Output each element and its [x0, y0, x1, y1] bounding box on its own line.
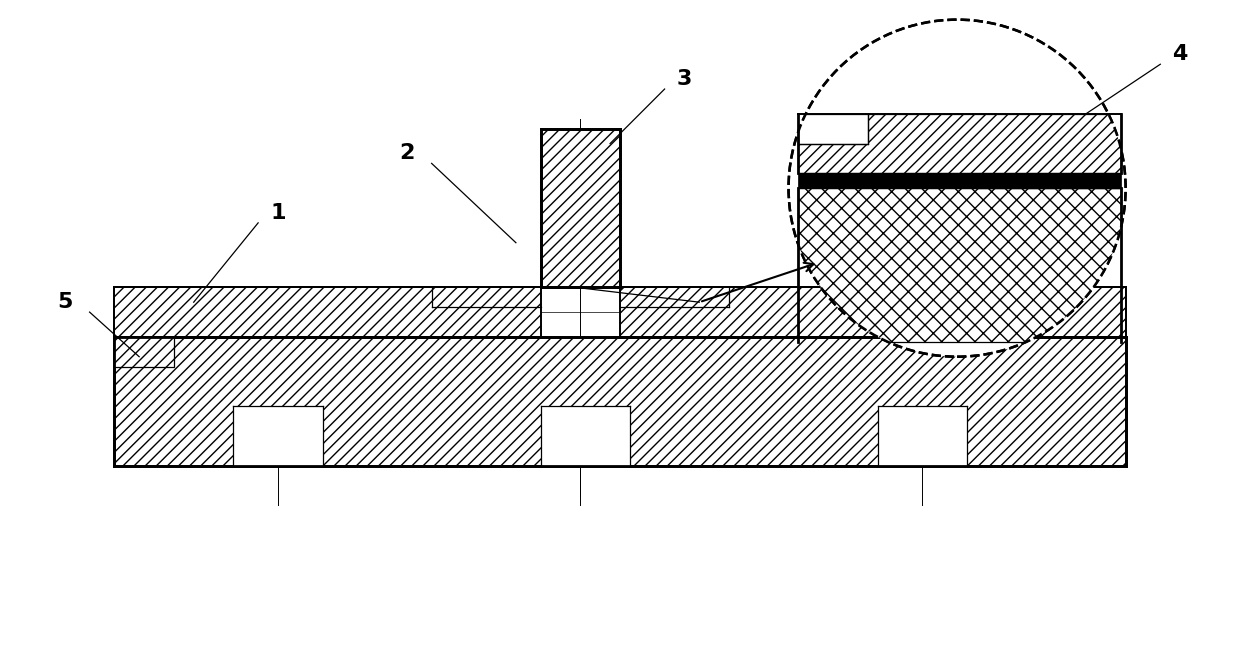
Text: 5: 5 — [57, 292, 72, 313]
Text: 4: 4 — [1173, 45, 1188, 64]
Bar — [799, 114, 1121, 173]
Bar — [620, 287, 1126, 337]
Bar — [114, 337, 1126, 466]
Circle shape — [789, 19, 1126, 356]
Bar — [114, 287, 541, 337]
Text: 2: 2 — [399, 144, 414, 164]
Bar — [799, 173, 1121, 188]
Bar — [541, 129, 620, 287]
Bar — [233, 406, 322, 466]
Bar — [541, 406, 630, 466]
Bar — [799, 188, 1121, 342]
Bar — [114, 337, 174, 367]
Bar — [799, 114, 868, 144]
Text: 3: 3 — [677, 69, 692, 89]
Text: 1: 1 — [270, 203, 285, 223]
Bar — [878, 406, 967, 466]
